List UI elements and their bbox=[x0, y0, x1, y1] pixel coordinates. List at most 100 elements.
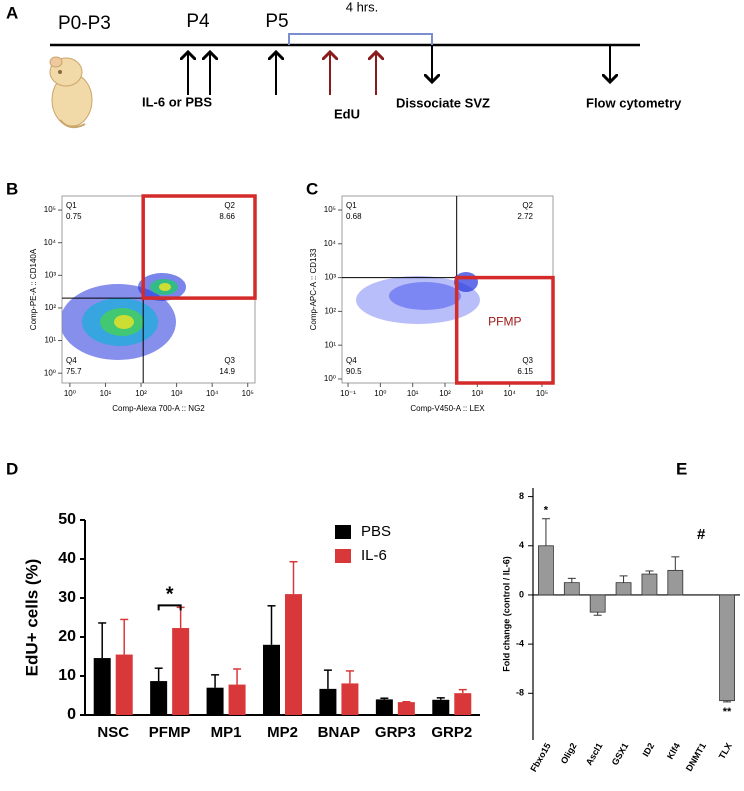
y-tick-label: 4 bbox=[519, 540, 524, 550]
x-tick-label: GSX1 bbox=[610, 741, 631, 767]
bar bbox=[341, 683, 359, 715]
y-axis-label: EdU+ cells (%) bbox=[22, 559, 41, 677]
quadrant-name: Q3 bbox=[522, 356, 533, 365]
x-tick-label: 10⁰ bbox=[374, 389, 386, 398]
y-tick-label: 8 bbox=[519, 491, 524, 501]
bar bbox=[538, 545, 554, 596]
significance-label: * bbox=[166, 584, 174, 606]
y-tick-label: 10⁵ bbox=[324, 205, 336, 214]
x-tick-label: 10³ bbox=[171, 389, 183, 398]
x-tick-label: 10⁴ bbox=[206, 389, 219, 398]
y-tick-label: 10⁰ bbox=[324, 374, 336, 383]
y-tick-label: -8 bbox=[516, 688, 524, 698]
bar bbox=[206, 687, 224, 715]
quadrant-name: Q4 bbox=[66, 356, 77, 365]
significance-label: # bbox=[697, 526, 706, 543]
quadrant-value: 14.9 bbox=[219, 367, 235, 376]
quadrant-name: Q1 bbox=[66, 201, 77, 210]
quadrant-value: 6.15 bbox=[517, 367, 533, 376]
bar bbox=[563, 582, 580, 596]
x-tick-label: TLX bbox=[717, 741, 734, 761]
quadrant-name: Q2 bbox=[224, 201, 235, 210]
panel-label: B bbox=[6, 179, 18, 198]
y-tick-label: 10³ bbox=[324, 273, 336, 282]
y-axis-label: Fold change (control / IL-6) bbox=[501, 556, 511, 672]
y-tick-label: -4 bbox=[516, 638, 524, 648]
bar bbox=[285, 594, 302, 715]
bar bbox=[454, 693, 472, 715]
quadrant-value: 8.66 bbox=[219, 212, 235, 221]
panel-label: D bbox=[6, 459, 18, 478]
x-tick-label: Klf4 bbox=[665, 741, 682, 761]
interval-bracket bbox=[288, 33, 433, 45]
x-tick-label: Ascl1 bbox=[584, 741, 605, 767]
event-label: EdU bbox=[334, 106, 360, 121]
stage-label: P5 bbox=[265, 11, 288, 32]
legend-label: IL-6 bbox=[361, 547, 387, 564]
bar bbox=[615, 582, 632, 596]
significance-label: * bbox=[544, 505, 549, 517]
y-tick-label: 10³ bbox=[44, 270, 56, 279]
bar bbox=[432, 699, 450, 715]
quadrant-name: Q3 bbox=[224, 356, 235, 365]
x-tick-label: 10¹ bbox=[100, 389, 112, 398]
bar bbox=[263, 644, 280, 715]
x-tick-label: 10² bbox=[135, 389, 147, 398]
bar bbox=[641, 573, 658, 596]
x-tick-label: GRP2 bbox=[431, 724, 472, 741]
stage-label: P0-P3 bbox=[58, 13, 111, 34]
significance-label: ** bbox=[723, 706, 732, 718]
bar bbox=[719, 594, 735, 702]
y-axis-label: Comp-PE-A :: CD140A bbox=[29, 248, 38, 330]
x-tick-label: Olig2 bbox=[559, 741, 579, 765]
bar bbox=[93, 658, 111, 715]
y-tick-label: 50 bbox=[58, 511, 76, 528]
quadrant-value: 2.72 bbox=[517, 212, 533, 221]
x-tick-label: MP2 bbox=[267, 724, 298, 741]
x-tick-label: 10³ bbox=[472, 389, 484, 398]
event-label: IL-6 or PBS bbox=[142, 94, 212, 109]
legend-label: PBS bbox=[361, 523, 391, 540]
bar bbox=[397, 702, 415, 715]
panel-label: E bbox=[676, 459, 687, 478]
event-label: Flow cytometry bbox=[586, 95, 682, 110]
quadrant-value: 0.68 bbox=[346, 212, 362, 221]
x-axis-label: Comp-V450-A :: LEX bbox=[410, 404, 485, 413]
x-tick-label: 10⁻¹ bbox=[340, 389, 356, 398]
y-tick-label: 20 bbox=[58, 628, 76, 645]
event-label: Dissociate SVZ bbox=[396, 95, 490, 110]
x-tick-label: GRP3 bbox=[375, 724, 416, 741]
highlight-gate bbox=[454, 275, 555, 385]
bar bbox=[589, 594, 606, 613]
quadrant-value: 90.5 bbox=[346, 367, 362, 376]
quadrant-name: Q1 bbox=[346, 201, 357, 210]
quadrant-name: Q4 bbox=[346, 356, 357, 365]
x-tick-label: PFMP bbox=[149, 724, 191, 741]
x-tick-label: 10⁵ bbox=[242, 389, 254, 398]
panel-label: A bbox=[6, 3, 18, 22]
x-tick-label: BNAP bbox=[318, 724, 361, 741]
bar bbox=[228, 684, 246, 715]
y-tick-label: 10 bbox=[58, 667, 76, 684]
y-tick-label: 30 bbox=[58, 589, 76, 606]
x-tick-label: NSC bbox=[97, 724, 129, 741]
y-tick-label: 10⁴ bbox=[44, 238, 57, 247]
bar bbox=[115, 654, 133, 715]
x-tick-label: 10⁰ bbox=[64, 389, 76, 398]
x-tick-label: 10⁴ bbox=[503, 389, 516, 398]
x-tick-label: Fbxo15 bbox=[528, 741, 552, 773]
quadrant-value: 0.75 bbox=[66, 212, 82, 221]
x-tick-label: ID2 bbox=[641, 741, 657, 758]
panel-label: C bbox=[306, 179, 318, 198]
y-tick-label: 0 bbox=[519, 589, 524, 599]
x-tick-label: MP1 bbox=[211, 724, 242, 741]
bar bbox=[150, 681, 168, 715]
x-tick-label: 10⁵ bbox=[536, 389, 548, 398]
timeline: P0-P3 P4 P5 4 hrs. IL-6 or PBS EdU Disso… bbox=[49, 0, 682, 129]
bar bbox=[172, 628, 190, 715]
y-tick-label: 10¹ bbox=[44, 336, 56, 345]
quadrant-name: Q2 bbox=[522, 201, 533, 210]
quadrant-value: 75.7 bbox=[66, 367, 82, 376]
y-tick-label: 40 bbox=[58, 550, 76, 567]
